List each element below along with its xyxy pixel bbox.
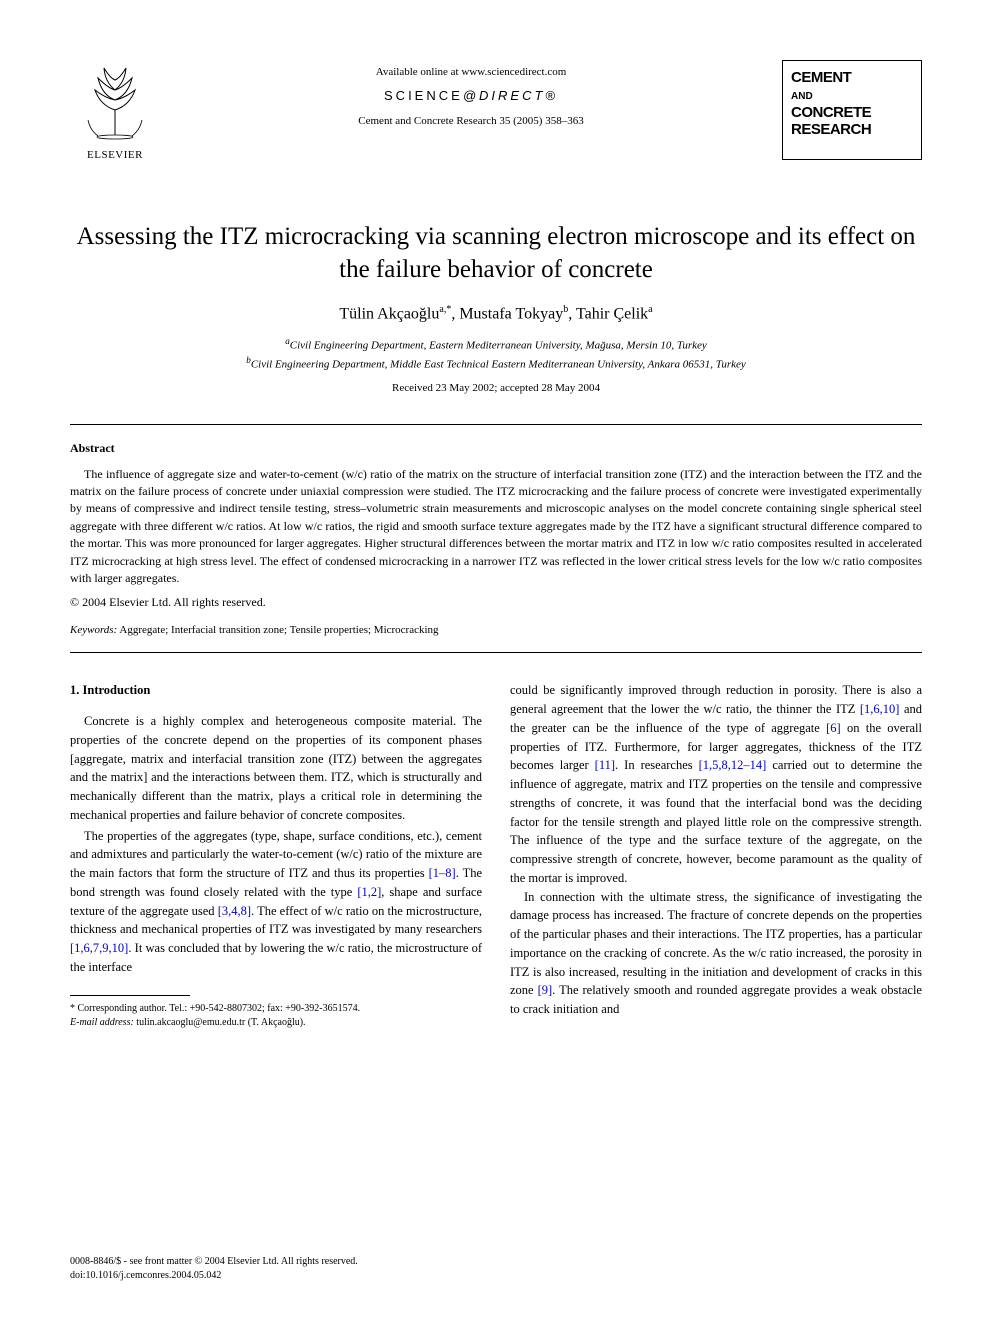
article-title: Assessing the ITZ microcracking via scan… xyxy=(70,221,922,286)
keywords-line: Keywords: Aggregate; Interfacial transit… xyxy=(70,624,922,636)
author-3-sup: a xyxy=(648,304,652,315)
intro-para-3: could be significantly improved through … xyxy=(510,681,922,887)
elsevier-tree-icon xyxy=(80,60,150,140)
sciencedirect-logo: SCIENCE@DIRECT® xyxy=(160,88,782,103)
p4-text-b: . The relatively smooth and rounded aggr… xyxy=(510,983,922,1016)
intro-para-4: In connection with the ultimate stress, … xyxy=(510,888,922,1019)
affiliations: aCivil Engineering Department, Eastern M… xyxy=(70,335,922,373)
doi-line: doi:10.1016/j.cemconres.2004.05.042 xyxy=(70,1269,922,1283)
article-dates: Received 23 May 2002; accepted 28 May 20… xyxy=(70,382,922,394)
p3-text-d: . In researches xyxy=(615,758,699,772)
affiliation-a: Civil Engineering Department, Eastern Me… xyxy=(290,340,707,352)
abstract-copyright: © 2004 Elsevier Ltd. All rights reserved… xyxy=(70,595,922,610)
authors-line: Tülin Akçaoğlua,*, Mustafa Tokyayb, Tahi… xyxy=(70,304,922,323)
divider-bottom xyxy=(70,652,922,653)
sd-logo-right: DIRECT® xyxy=(479,88,558,103)
abstract-heading: Abstract xyxy=(70,441,922,456)
email-value: tulin.akcaoglu@emu.edu.tr (T. Akçaoğlu). xyxy=(136,1017,305,1028)
right-column: could be significantly improved through … xyxy=(510,681,922,1029)
divider-top xyxy=(70,424,922,425)
journal-logo-line4: RESEARCH xyxy=(791,121,913,138)
sd-at-icon: @ xyxy=(463,88,479,103)
ref-link-9[interactable]: [9] xyxy=(538,983,553,997)
journal-logo-box: CEMENT AND CONCRETE RESEARCH xyxy=(782,60,922,160)
p3-text-e: carried out to determine the influence o… xyxy=(510,758,922,885)
ref-link-1-6-7-9-10[interactable]: [1,6,7,9,10] xyxy=(70,941,128,955)
author-2: Mustafa Tokyay xyxy=(459,305,563,322)
ref-link-3-4-8[interactable]: [3,4,8] xyxy=(218,904,251,918)
ref-link-1-2[interactable]: [1,2] xyxy=(357,885,381,899)
ref-link-1-8[interactable]: [1–8] xyxy=(429,866,456,880)
email-footnote: E-mail address: tulin.akcaoglu@emu.edu.t… xyxy=(70,1016,482,1030)
sd-logo-left: SCIENCE xyxy=(384,88,463,103)
intro-para-1: Concrete is a highly complex and heterog… xyxy=(70,712,482,825)
page-footer: 0008-8846/$ - see front matter © 2004 El… xyxy=(70,1255,922,1283)
section-1-heading: 1. Introduction xyxy=(70,681,482,700)
p4-text-a: In connection with the ultimate stress, … xyxy=(510,890,922,998)
journal-logo-line3: CONCRETE xyxy=(791,104,913,121)
p2-text-e: . It was concluded that by lowering the … xyxy=(70,941,482,974)
ref-link-1-5-8-12-14[interactable]: [1,5,8,12–14] xyxy=(699,758,767,772)
left-column: 1. Introduction Concrete is a highly com… xyxy=(70,681,482,1029)
keywords-list: Aggregate; Interfacial transition zone; … xyxy=(119,624,438,636)
author-2-sup: b xyxy=(563,304,568,315)
ref-link-6[interactable]: [6] xyxy=(826,721,841,735)
center-header: Available online at www.sciencedirect.co… xyxy=(160,60,782,127)
journal-reference: Cement and Concrete Research 35 (2005) 3… xyxy=(160,115,782,127)
ref-link-1-6-10[interactable]: [1,6,10] xyxy=(860,702,900,716)
journal-logo-line1: CEMENT xyxy=(791,69,913,86)
affiliation-b: Civil Engineering Department, Middle Eas… xyxy=(251,359,746,371)
email-label: E-mail address: xyxy=(70,1017,134,1028)
elsevier-label: ELSEVIER xyxy=(70,149,160,161)
abstract-body: The influence of aggregate size and wate… xyxy=(70,466,922,588)
journal-logo-line2: AND xyxy=(791,91,813,102)
front-matter-line: 0008-8846/$ - see front matter © 2004 El… xyxy=(70,1255,922,1269)
author-1: Tülin Akçaoğlu xyxy=(339,305,439,322)
elsevier-logo-block: ELSEVIER xyxy=(70,60,160,161)
keywords-label: Keywords: xyxy=(70,624,117,636)
ref-link-11[interactable]: [11] xyxy=(595,758,615,772)
author-3: Tahir Çelik xyxy=(576,305,648,322)
corresponding-footnote: * Corresponding author. Tel.: +90-542-88… xyxy=(70,1002,482,1016)
page-header: ELSEVIER Available online at www.science… xyxy=(70,60,922,161)
p2-text-a: The properties of the aggregates (type, … xyxy=(70,829,482,881)
author-1-sup: a,* xyxy=(439,304,451,315)
available-online-line: Available online at www.sciencedirect.co… xyxy=(160,66,782,78)
intro-para-2: The properties of the aggregates (type, … xyxy=(70,827,482,977)
body-columns: 1. Introduction Concrete is a highly com… xyxy=(70,681,922,1029)
footnote-separator xyxy=(70,995,190,996)
